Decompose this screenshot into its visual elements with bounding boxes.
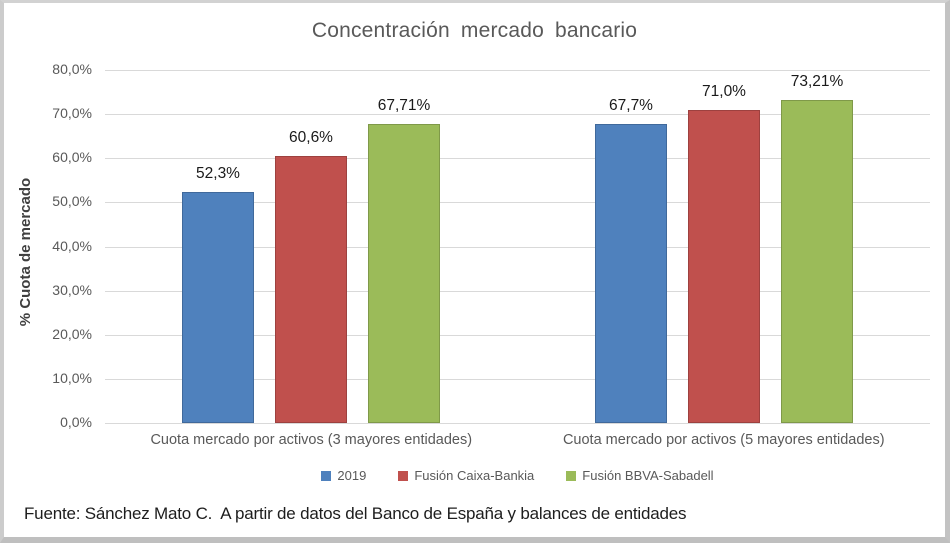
grid-line [105,290,930,292]
legend-item: Fusión BBVA-Sabadell [566,468,714,483]
legend-label: 2019 [337,468,367,483]
bar-fusi-n-caixa-bankia [275,156,347,423]
legend-item: Fusión Caixa-Bankia [398,468,534,483]
legend-item: 2019 [321,468,366,483]
bar-fusi-n-bbva-sabadell [368,124,440,423]
y-tick-label: 70,0% [52,105,92,122]
chart-title: Concentración mercado bancario [311,19,638,42]
y-tick-label: 60,0% [52,149,92,166]
y-tick-label: 0,0% [60,414,92,430]
grid-line [105,334,930,336]
source-note: Fuente: Sánchez Mato C. A partir de dato… [24,504,687,523]
y-tick-label: 20,0% [52,325,92,342]
legend-swatch-icon [321,470,332,481]
legend: 2019 Fusión Caixa-Bankia Fusión BBVA-Sabad… [105,468,930,483]
legend-swatch-icon [566,470,577,481]
grid-line [105,70,930,71]
legend-label: Fusión Caixa-Bankia [414,468,535,483]
bar-value-label: 67,71% [377,97,431,114]
y-tick-label: 10,0% [52,369,92,386]
grid-line [105,423,930,424]
x-category-label: Cuota mercado por activos (3 mayores ent… [150,432,473,448]
bar-value-label: 60,6% [289,129,333,146]
bar-fusi-n-bbva-sabadell [781,100,853,423]
y-tick-label: 40,0% [52,237,92,254]
y-tick-label: 30,0% [52,281,92,298]
grid-line [105,114,930,116]
bar-fusi-n-caixa-bankia [688,110,760,423]
y-tick-label: 80,0% [52,61,92,77]
x-category-label: Cuota mercado por activos (5 mayores ent… [562,432,885,448]
bar-value-label: 67,7% [609,97,653,114]
grid-line [105,158,930,160]
bar-value-label: 52,3% [196,165,240,182]
bar-value-label: 71,0% [702,83,746,100]
bar-value-label: 73,21% [790,73,844,90]
grid-line [105,378,930,380]
bar-2019 [182,192,254,423]
bar-2019 [595,124,667,423]
legend-swatch-icon [398,470,409,481]
legend-label: Fusión BBVA-Sabadell [582,468,714,483]
y-tick-label: 50,0% [52,193,92,210]
grid-line [105,202,930,204]
chart-stage: Concentración mercado bancario % Cuota d… [4,3,945,537]
grid-line [105,246,930,248]
